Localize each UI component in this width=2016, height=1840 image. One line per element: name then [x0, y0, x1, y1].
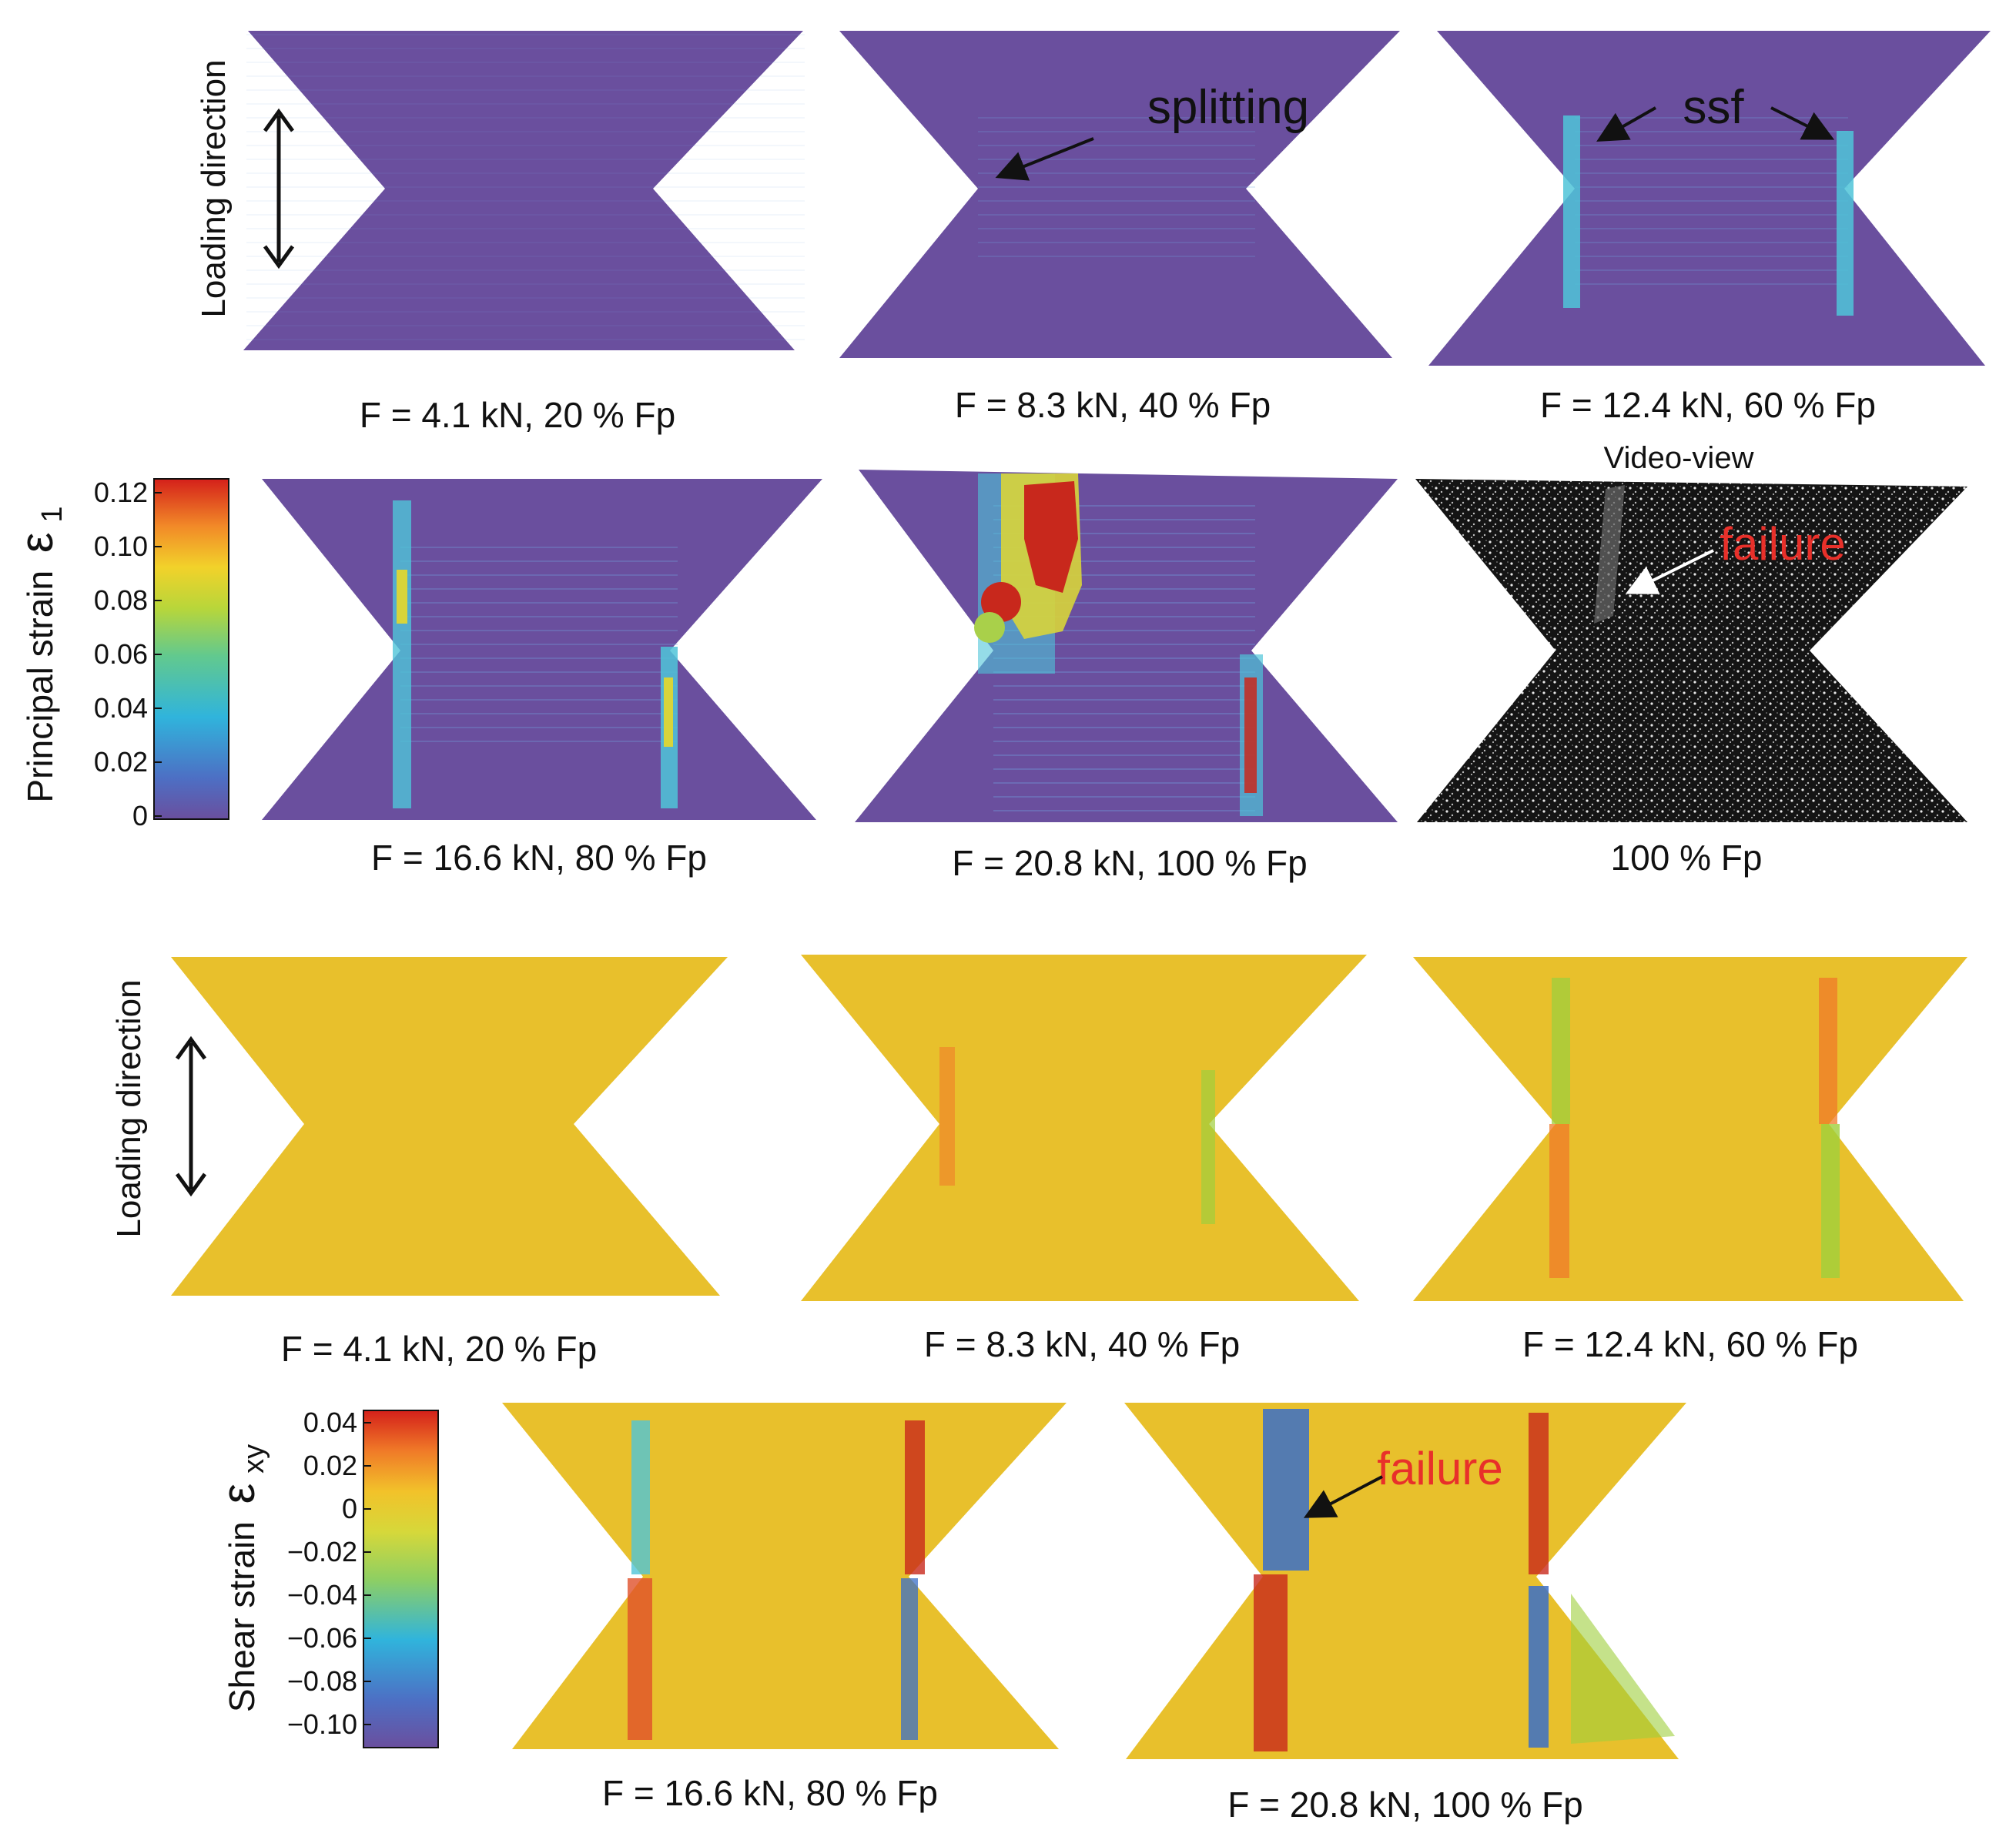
colorbar-tick-label: 0 [342, 1493, 357, 1524]
caption-shear-60: F = 12.4 kN, 60 % Fp [1522, 1324, 1858, 1364]
pointer-arrow-icon [1596, 106, 1656, 142]
shear-strain-axis-label: Shear strain ε xy [213, 1444, 270, 1712]
colorbar-tick-label: 0.04 [303, 1407, 357, 1438]
colorbar-tick-label: 0.12 [94, 477, 148, 508]
caption-principal-100: F = 20.8 kN, 100 % Fp [952, 843, 1308, 883]
pointer-arrow-icon [1303, 1475, 1383, 1518]
caption-principal-60: F = 12.4 kN, 60 % Fp [1540, 385, 1876, 425]
shear-strain-label-text: Shear strain [222, 1521, 262, 1712]
caption-principal-40: F = 8.3 kN, 40 % Fp [955, 385, 1271, 425]
caption-principal-80: F = 16.6 kN, 80 % Fp [371, 838, 707, 878]
specimen-shear-20 [171, 957, 728, 1296]
colorbar-tick-label: −0.08 [287, 1665, 357, 1697]
caption-shear-80: F = 16.6 kN, 80 % Fp [602, 1773, 938, 1813]
colorbar-tick-label: 0.08 [94, 584, 148, 616]
caption-shear-20: F = 4.1 kN, 20 % Fp [281, 1329, 597, 1369]
pointer-arrow-icon [1625, 549, 1714, 594]
colorbar-tick-label: 0 [132, 800, 148, 831]
specimen-principal-80 [262, 479, 822, 820]
video-view-label: Video-view [1604, 441, 1754, 475]
colorbar-tick-label: −0.06 [287, 1622, 357, 1654]
principal-strain-subscript: 1 [36, 506, 69, 522]
shear-strain-symbol: ε [213, 1484, 264, 1504]
loading-direction-label: Loading direction [195, 59, 233, 317]
principal-strain-axis-label: Principal strain ε 1 [11, 506, 69, 802]
loading-direction-label: Loading direction [110, 979, 148, 1237]
colorbar-tick-label: 0.10 [94, 530, 148, 562]
specimen-principal-100 [855, 470, 1398, 822]
caption-principal-20: F = 4.1 kN, 20 % Fp [360, 395, 675, 435]
annotation-splitting: splitting [1147, 81, 1309, 134]
colorbar-shear: 0.04 0.02 0 −0.02 −0.04 −0.06 −0.08 −0.10 [287, 1407, 439, 1748]
specimen-shear-60 [1413, 957, 1967, 1301]
colorbar-tick-label: −0.02 [287, 1536, 357, 1567]
specimen-principal-20 [243, 31, 805, 350]
annotation-failure-shear: failure [1377, 1443, 1502, 1494]
double-arrow-icon [263, 108, 295, 269]
specimen-shear-40 [801, 955, 1367, 1301]
pointer-arrow-icon [995, 137, 1094, 181]
specimen-shear-80 [502, 1403, 1067, 1749]
colorbar-tick-label: −0.04 [287, 1579, 357, 1611]
video-view-image [1415, 479, 1967, 822]
caption-shear-100: F = 20.8 kN, 100 % Fp [1227, 1785, 1583, 1825]
colorbar-tick-label: 0.06 [94, 638, 148, 670]
colorbar-tick-label: 0.02 [94, 746, 148, 778]
caption-video-100: 100 % Fp [1611, 838, 1763, 878]
caption-shear-40: F = 8.3 kN, 40 % Fp [924, 1324, 1240, 1364]
pointer-arrow-icon [1770, 106, 1835, 140]
annotation-failure-video: failure [1720, 518, 1845, 570]
colorbar-tick-label: 0.04 [94, 692, 148, 724]
annotation-ssf: ssf [1683, 81, 1744, 134]
colorbar-principal: 0.12 0.10 0.08 0.06 0.04 0.02 0 [94, 477, 229, 831]
specimen-principal-40 [839, 31, 1400, 358]
colorbar-tick-label: −0.10 [287, 1708, 357, 1740]
double-arrow-icon [175, 1035, 207, 1197]
principal-strain-label-text: Principal strain [20, 570, 60, 803]
shear-strain-subscript: xy [238, 1444, 270, 1474]
colorbar-tick-label: 0.02 [303, 1450, 357, 1481]
specimen-shear-100 [1124, 1403, 1686, 1759]
specimen-principal-60 [1428, 31, 1991, 366]
principal-strain-symbol: ε [11, 532, 62, 553]
